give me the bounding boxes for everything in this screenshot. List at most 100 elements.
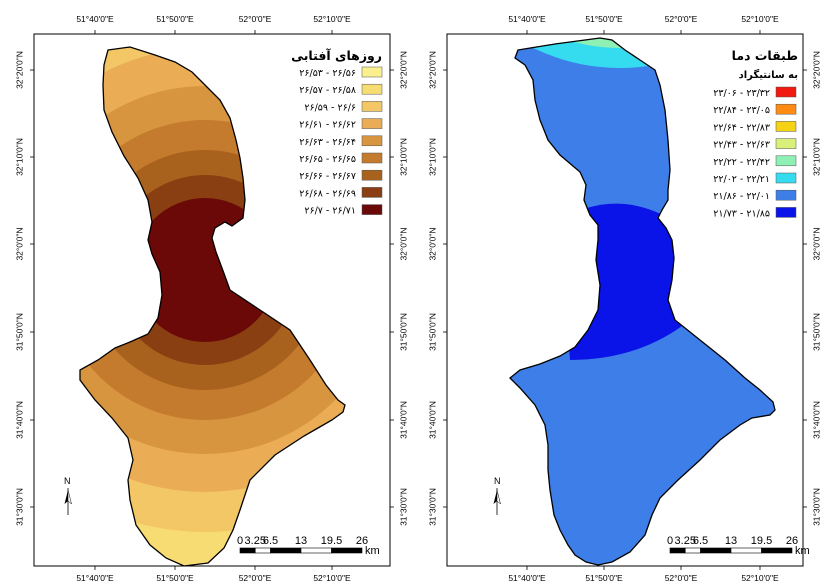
legend-label: ۲۱/۷۳ - ۲۱/۸۵ bbox=[713, 208, 770, 219]
legend-label: ۲۶/۶۵ - ۲۶/۶۵ bbox=[299, 154, 356, 165]
scale-segment bbox=[270, 547, 302, 554]
lon-tick-label-bottom: 52°0'0"E bbox=[239, 573, 272, 583]
legend-label: ۲۶/۶۱ - ۲۶/۶۲ bbox=[299, 120, 356, 131]
lat-tick-label-left: 31°50'0"N bbox=[427, 313, 437, 351]
left-legend-title: روزهای آفتابی bbox=[291, 48, 382, 63]
lat-tick-label-right: 31°50'0"N bbox=[398, 313, 408, 351]
legend-label: ۲۶/۵۹ - ۲۶/۶ bbox=[304, 102, 356, 113]
lon-tick-label-bottom: 51°40'0"E bbox=[508, 573, 546, 583]
left-axis-ticks: 51°40'0"E 51°40'0"E 51°50'0"E 51°50'0"E 52°0… bbox=[14, 14, 408, 583]
legend-swatch bbox=[361, 118, 383, 129]
north-label-right: N bbox=[494, 476, 501, 486]
scale-segment bbox=[700, 547, 732, 554]
lon-tick-label-top: 51°40'0"E bbox=[76, 14, 114, 24]
lon-tick-label-bottom: 51°50'0"E bbox=[585, 573, 623, 583]
right-legend: طبقات دما به سانتیگراد ۲۳/۰۶ - ۲۳/۳۲ ۲۲/۸… bbox=[713, 48, 798, 219]
legend-label: ۲۲/۲۲ - ۲۲/۴۲ bbox=[713, 157, 770, 168]
legend-swatch bbox=[775, 189, 797, 201]
lat-tick-label-right: 32°0'0"N bbox=[811, 227, 821, 260]
lat-tick-label-right: 32°20'0"N bbox=[811, 51, 821, 89]
lon-tick-label-top: 51°50'0"E bbox=[585, 14, 623, 24]
legend-label: ۲۶/۶۸ - ۲۶/۶۹ bbox=[299, 188, 356, 199]
scale-tick-label: 19.5 bbox=[321, 535, 342, 547]
legend-label: ۲۱/۸۶ - ۲۲/۰۱ bbox=[713, 191, 770, 202]
legend-swatch bbox=[775, 86, 797, 98]
legend-label: ۲۲/۸۴ - ۲۳/۰۵ bbox=[713, 105, 770, 116]
legend-label: ۲۲/۴۳ - ۲۲/۶۳ bbox=[713, 140, 770, 151]
scale-segment bbox=[684, 547, 701, 554]
legend-swatch bbox=[361, 187, 383, 198]
lon-tick-label-top: 52°10'0"E bbox=[313, 14, 351, 24]
legend-label: ۲۶/۵۷ - ۲۶/۵۸ bbox=[299, 85, 356, 96]
scale-segment bbox=[331, 547, 363, 554]
lon-tick-label-top: 52°0'0"E bbox=[665, 14, 698, 24]
scale-tick-label: 19.5 bbox=[751, 535, 772, 547]
left-legend: روزهای آفتابی ۲۶/۵۳ - ۲۶/۵۶ ۲۶/۵۷ - ۲۶/۵۸… bbox=[291, 48, 383, 217]
lon-tick-label-top: 51°50'0"E bbox=[156, 14, 194, 24]
lat-tick-label-right: 32°0'0"N bbox=[398, 227, 408, 260]
lat-tick-label-left: 32°0'0"N bbox=[14, 227, 24, 260]
legend-swatch bbox=[361, 83, 383, 95]
lat-tick-label-right: 32°10'0"N bbox=[811, 138, 821, 176]
legend-label: ۲۶/۶۳ - ۲۶/۶۴ bbox=[299, 137, 356, 148]
lon-tick-label-bottom: 51°50'0"E bbox=[156, 573, 194, 583]
lat-tick-label-right: 31°30'0"N bbox=[398, 488, 408, 526]
legend-swatch bbox=[775, 121, 797, 132]
legend-label: ۲۲/۶۴ - ۲۲/۸۳ bbox=[713, 122, 770, 133]
lon-tick-label-bottom: 52°0'0"E bbox=[665, 573, 698, 583]
legend-swatch bbox=[775, 172, 797, 184]
legend-swatch bbox=[361, 152, 383, 164]
north-arrow-right: N bbox=[493, 476, 501, 515]
legend-swatch bbox=[361, 204, 383, 215]
lat-tick-label-left: 32°10'0"N bbox=[14, 138, 24, 176]
scale-tick-label: 6.5 bbox=[263, 535, 278, 547]
scale-tick-label: 26 bbox=[356, 535, 368, 547]
scale-tick-label: 0 bbox=[237, 535, 243, 547]
lon-tick-label-bottom: 52°10'0"E bbox=[741, 573, 779, 583]
scale-segment bbox=[730, 547, 762, 554]
scale-tick-label: 13 bbox=[295, 535, 307, 547]
scale-unit: km bbox=[365, 545, 380, 557]
lat-tick-label-left: 31°30'0"N bbox=[427, 488, 437, 526]
legend-label: ۲۲/۰۲ - ۲۲/۲۱ bbox=[713, 174, 770, 185]
right-legend-subtitle: به سانتیگراد bbox=[739, 68, 798, 81]
lon-tick-label-bottom: 52°10'0"E bbox=[313, 573, 351, 583]
lat-tick-label-left: 32°0'0"N bbox=[427, 227, 437, 260]
legend-swatch bbox=[775, 155, 797, 167]
scale-tick-label: 26 bbox=[786, 535, 798, 547]
scale-unit: km bbox=[795, 545, 810, 557]
lat-tick-label-right: 32°10'0"N bbox=[398, 138, 408, 176]
scale-segment bbox=[254, 547, 271, 554]
legend-swatch bbox=[361, 101, 383, 112]
legend-swatch bbox=[361, 135, 383, 147]
legend-label: ۲۳/۰۶ - ۲۳/۳۲ bbox=[713, 88, 770, 99]
lon-tick-label-top: 51°40'0"E bbox=[508, 14, 546, 24]
scale-tick-label: 3.25 bbox=[245, 535, 266, 547]
lat-tick-label-left: 32°20'0"N bbox=[427, 51, 437, 89]
legend-swatch bbox=[361, 66, 383, 78]
right-legend-title: طبقات دما bbox=[732, 48, 798, 63]
lat-tick-label-left: 31°40'0"N bbox=[14, 401, 24, 439]
scale-segment bbox=[239, 547, 256, 554]
legend-swatch bbox=[361, 169, 383, 181]
lat-tick-label-left: 31°40'0"N bbox=[427, 401, 437, 439]
lon-tick-label-top: 52°10'0"E bbox=[741, 14, 779, 24]
lat-tick-label-left: 32°20'0"N bbox=[14, 51, 24, 89]
legend-swatch bbox=[775, 138, 797, 149]
lat-tick-label-right: 31°50'0"N bbox=[811, 313, 821, 351]
scale-segment bbox=[761, 547, 793, 554]
scale-segment bbox=[300, 547, 332, 554]
legend-label: ۲۶/۷ - ۲۶/۷۱ bbox=[304, 206, 356, 217]
scale-tick-label: 13 bbox=[725, 535, 737, 547]
legend-swatch bbox=[775, 103, 797, 115]
lat-tick-label-left: 31°50'0"N bbox=[14, 313, 24, 351]
lon-tick-label-top: 52°0'0"E bbox=[239, 14, 272, 24]
north-label-left: N bbox=[64, 476, 71, 486]
scale-tick-label: 3.25 bbox=[675, 535, 696, 547]
lat-tick-label-right: 32°20'0"N bbox=[398, 51, 408, 89]
lat-tick-label-left: 32°10'0"N bbox=[427, 138, 437, 176]
lat-tick-label-right: 31°40'0"N bbox=[811, 401, 821, 439]
legend-label: ۲۶/۶۶ - ۲۶/۶۷ bbox=[299, 171, 356, 182]
